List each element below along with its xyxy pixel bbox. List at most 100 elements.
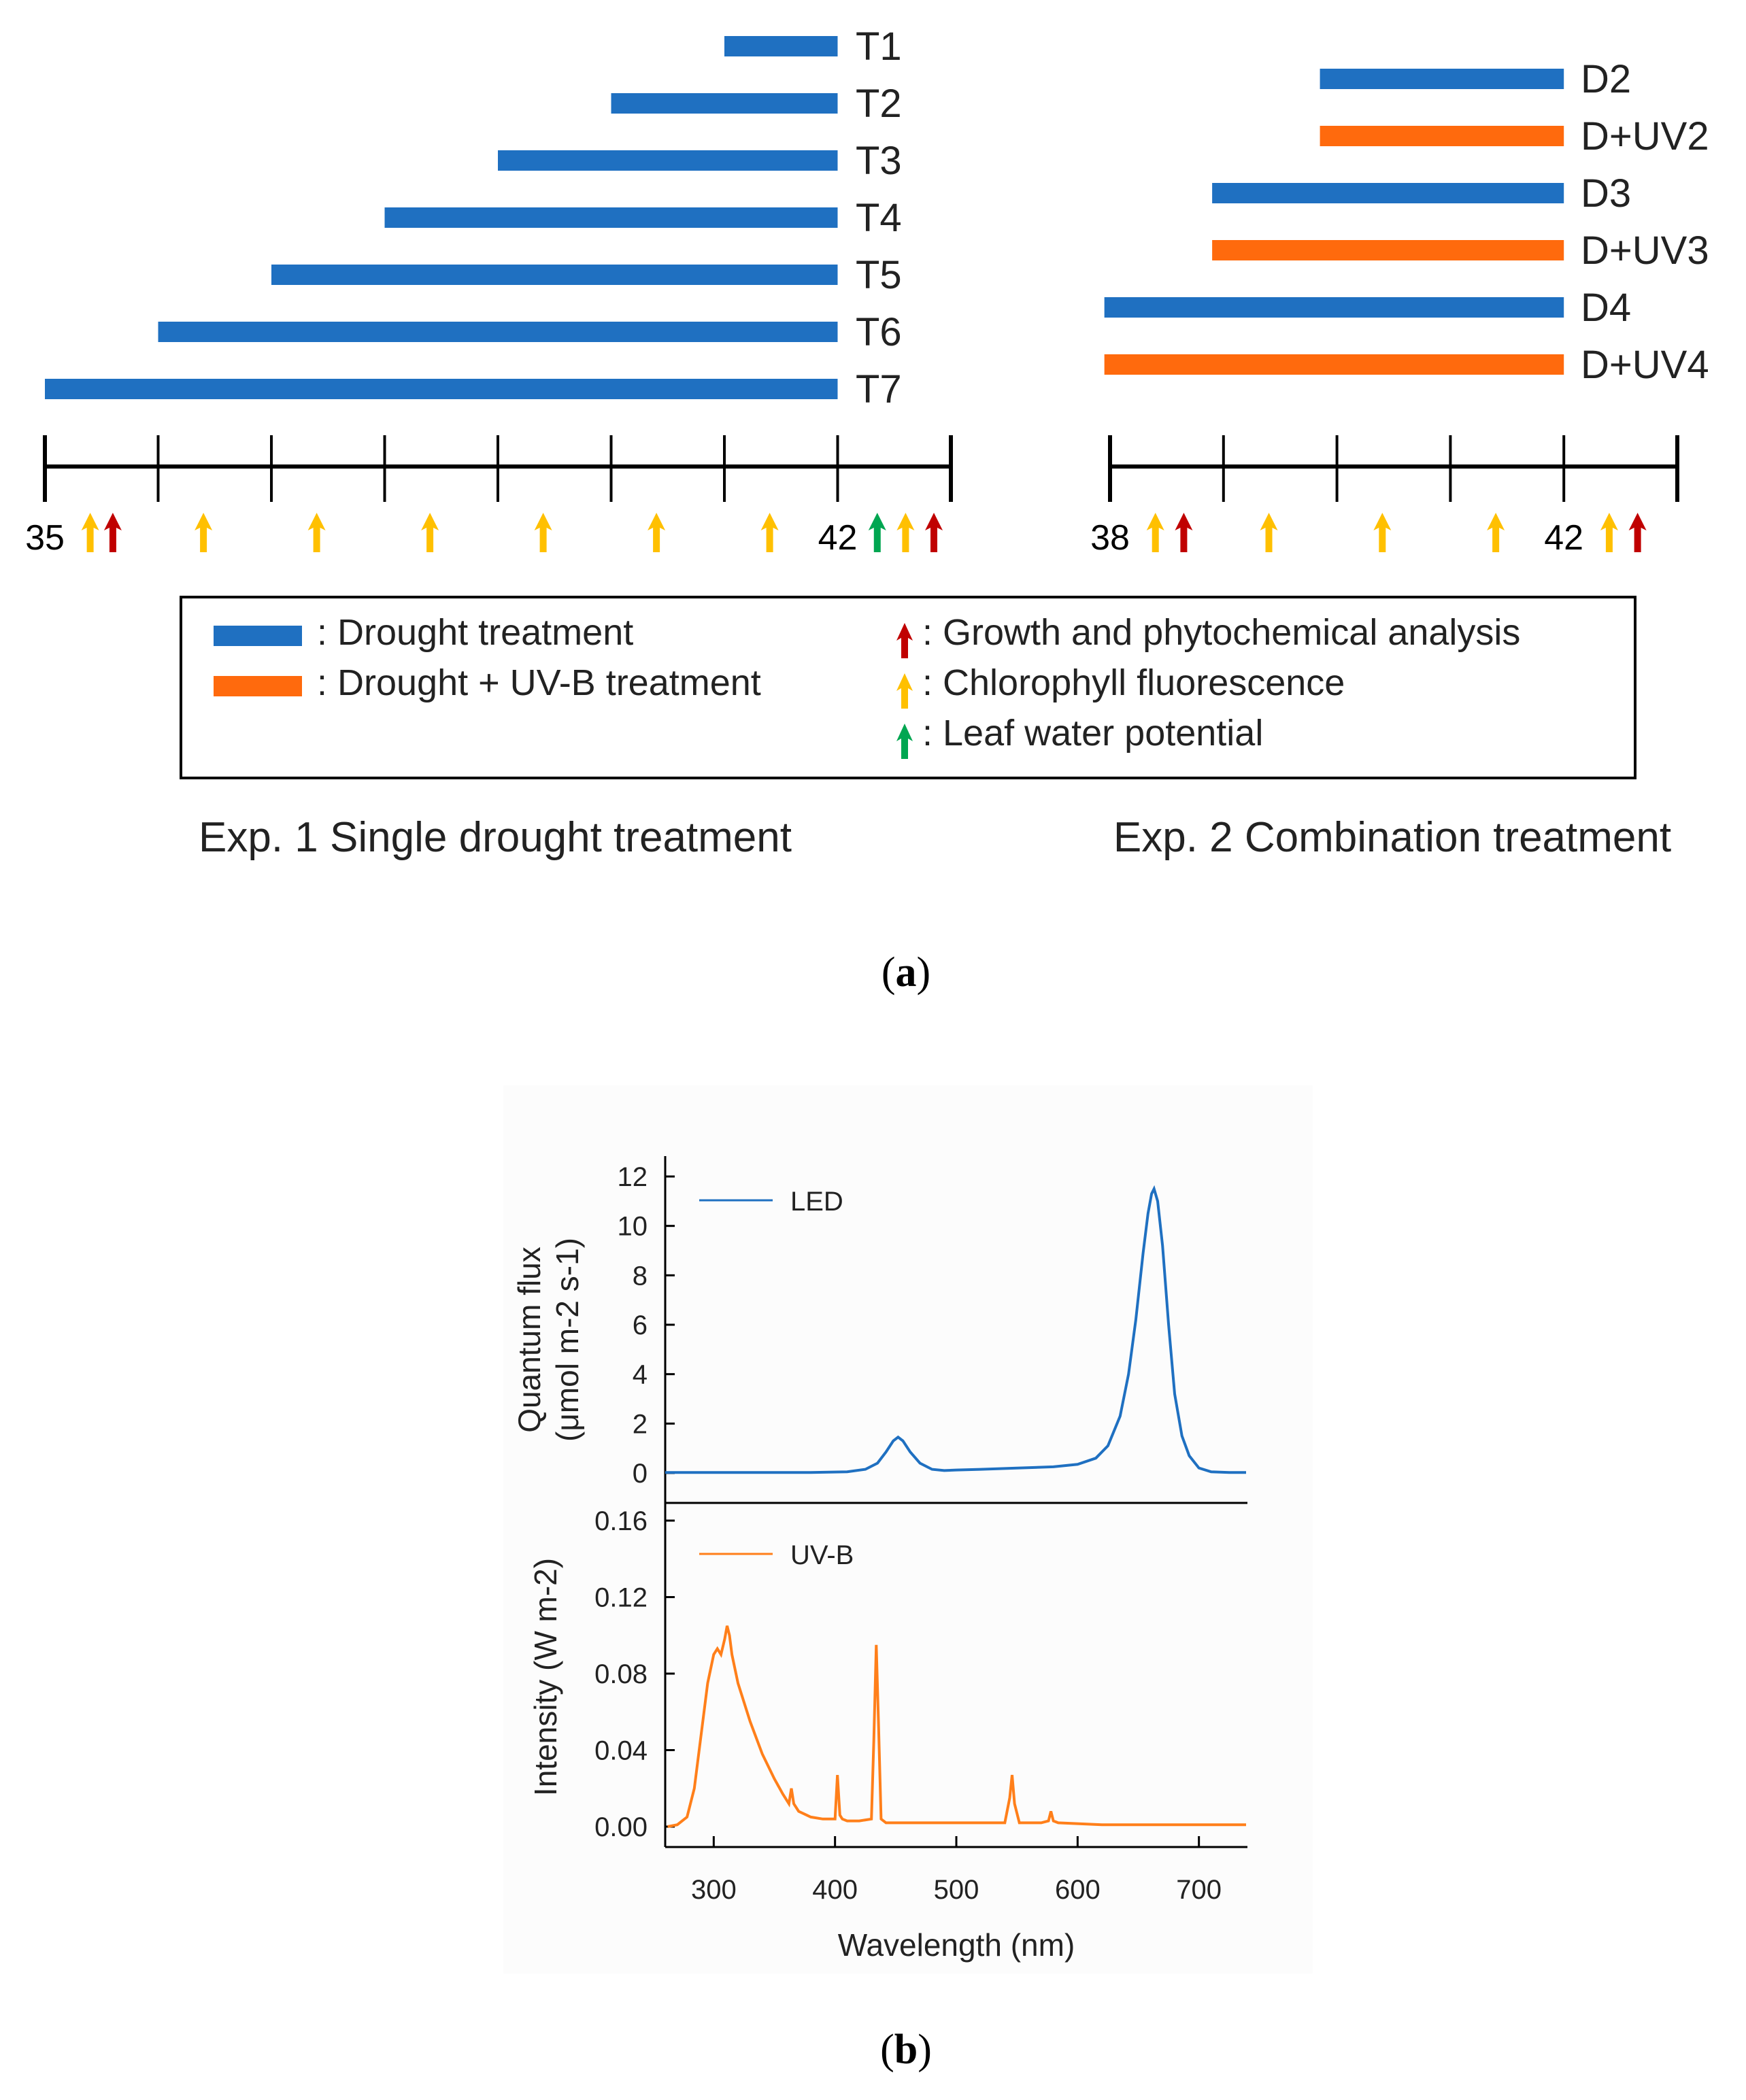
exp1-yellow-arrow-shape (534, 513, 552, 552)
legend-drought-label: : Drought treatment (317, 612, 633, 653)
uvb-ytick-label: 0.00 (594, 1812, 648, 1842)
exp2-bar-label: D+UV3 (1581, 228, 1709, 273)
exp1-yellow-arrow (195, 513, 213, 552)
led-ytick-label: 8 (633, 1261, 648, 1291)
exp2-bar-d-uv2 (1320, 126, 1564, 146)
led-legend-label: LED (790, 1187, 843, 1217)
exp2-yellow-arrow-shape (1487, 513, 1505, 552)
exp1-yellow-arrow-shape (307, 513, 326, 552)
panel-a-caption-letter: a (896, 949, 917, 996)
exp1-yellow-arrow (421, 513, 439, 552)
uvb-ytick-label: 0.04 (594, 1736, 648, 1766)
legend-red-arrow (896, 623, 913, 658)
exp1-bar-label: T4 (856, 196, 902, 240)
panel-b: 0 2 4 6 8 10 12 LED Quantum flux (μmol m-2 s-1… (503, 1085, 1313, 2073)
exp1-bar-label: T1 (856, 24, 902, 69)
led-ytick-label: 0 (633, 1459, 648, 1489)
exp2-bar-label: D+UV2 (1581, 114, 1709, 158)
exp1-yellow-arrow-shape (760, 513, 779, 552)
exp1-red-arrow (103, 513, 122, 552)
led-ytick-label: 4 (633, 1360, 648, 1390)
exp1-yellow-arrow (534, 513, 552, 552)
exp1-bar-label: T6 (856, 310, 902, 354)
uvb-series-line (667, 1625, 1246, 1828)
led-spectrum-chart: 0 2 4 6 8 10 12 LED Quantum flux (μmol m-2 s-1… (511, 1156, 1246, 1503)
exp1-yellow-arrow-shape (421, 513, 439, 552)
exp1-bar-t3 (498, 150, 838, 171)
exp2-red-arrow (1628, 513, 1647, 552)
uvb-ylabel: Intensity (W m-2) (528, 1558, 563, 1796)
uvb-spectrum-chart: 0.00 0.04 0.08 0.12 0.16 300 400 500 600 700 UV-… (528, 1503, 1247, 1963)
uvb-xtick-label: 500 (934, 1875, 979, 1905)
exp1-red-arrow-shape (103, 513, 122, 552)
exp1-yellow-arrow (648, 513, 666, 552)
legend-green-arrow-shape (896, 724, 913, 759)
exp2-bar-label: D2 (1581, 57, 1631, 101)
exp1-bar-t6 (158, 322, 838, 342)
xaxis-label: Wavelength (nm) (838, 1927, 1075, 1963)
exp1-bar-label: T5 (856, 253, 902, 297)
exp2-timeline-chart: D2 D+UV2 D3 D+UV3 D4 D+UV4 38 42 Exp. 2 Combi… (1090, 57, 1709, 861)
uvb-xtick-label: 300 (691, 1875, 737, 1905)
exp1-title: Exp. 1 Single drought treatment (199, 814, 792, 861)
exp1-bar-t1 (724, 36, 838, 56)
exp2-yellow-arrow-shape (1373, 513, 1392, 552)
legend-leaf-label: : Leaf water potential (922, 713, 1263, 753)
exp2-yellow-arrow (1487, 513, 1505, 552)
led-ylabel-line1: Quantum flux (511, 1247, 547, 1433)
exp2-yellow-arrow-shape (1260, 513, 1278, 552)
exp2-yellow-arrow (1146, 513, 1164, 552)
exp2-end-label: 42 (1544, 518, 1583, 558)
legend-red-arrow-shape (896, 623, 913, 658)
exp1-bar-label: T3 (856, 139, 902, 183)
exp1-bar-t5 (271, 265, 838, 285)
uvb-xtick-label: 400 (812, 1875, 858, 1905)
legend-drought-swatch (214, 626, 302, 646)
legend-combo-swatch (214, 676, 302, 696)
exp1-yellow-arrow (81, 513, 99, 552)
exp2-yellow-arrow-shape (1146, 513, 1164, 552)
legend-growth-label: : Growth and phytochemical analysis (922, 612, 1520, 653)
led-ylabel-line2: (μmol m-2 s-1) (550, 1238, 585, 1442)
exp1-yellow-arrow-shape (648, 513, 666, 552)
panel-b-caption-letter: b (894, 2027, 918, 2073)
exp1-green-arrow-shape (868, 513, 886, 552)
legend-yellow-arrow-shape (896, 673, 913, 709)
led-ytick-label: 12 (618, 1162, 648, 1192)
exp1-bar-t2 (611, 93, 838, 114)
legend-frame (180, 596, 1636, 779)
panel-a: T1 T2 T3 T4 T5 T6 T7 35 42 Exp. 1 Single droug… (25, 24, 1709, 996)
legend-combo-label: : Drought + UV-B treatment (317, 662, 761, 703)
panel-b-caption: (b) (880, 2027, 932, 2073)
exp1-bar-label: T2 (856, 82, 902, 126)
exp2-bar-label: D3 (1581, 171, 1631, 216)
exp1-bar-t7 (45, 379, 838, 399)
exp1-yellow-arrow (896, 513, 915, 552)
exp1-yellow-arrow-shape (195, 513, 213, 552)
exp2-start-label: 38 (1090, 518, 1130, 558)
exp2-bar-d-uv3 (1212, 240, 1564, 260)
uvb-legend-label: UV-B (790, 1540, 854, 1570)
exp2-bar-label: D+UV4 (1581, 343, 1709, 387)
exp2-bar-d2 (1320, 69, 1564, 89)
exp2-yellow-arrow (1260, 513, 1278, 552)
exp1-end-label: 42 (818, 518, 858, 558)
legend-yellow-arrow (896, 673, 913, 709)
exp1-timeline-chart: T1 T2 T3 T4 T5 T6 T7 35 42 Exp. 1 Single droug… (25, 24, 953, 861)
exp2-bar-d4 (1104, 297, 1564, 318)
exp2-yellow-arrow (1373, 513, 1392, 552)
exp2-yellow-arrow-shape (1600, 513, 1618, 552)
led-series-line (665, 1185, 1246, 1474)
exp1-yellow-arrow (760, 513, 779, 552)
exp2-bar-d-uv4 (1104, 354, 1564, 375)
led-ytick-label: 2 (633, 1409, 648, 1439)
exp1-yellow-arrow-shape (896, 513, 915, 552)
exp1-red-arrow (925, 513, 943, 552)
legend-chlorophyll-label: : Chlorophyll fluorescence (922, 662, 1345, 703)
exp1-bar-label: T7 (856, 367, 902, 411)
exp2-red-arrow-shape (1628, 513, 1647, 552)
exp1-green-arrow (868, 513, 886, 552)
exp1-yellow-arrow-shape (81, 513, 99, 552)
uvb-ytick-label: 0.16 (594, 1506, 648, 1536)
